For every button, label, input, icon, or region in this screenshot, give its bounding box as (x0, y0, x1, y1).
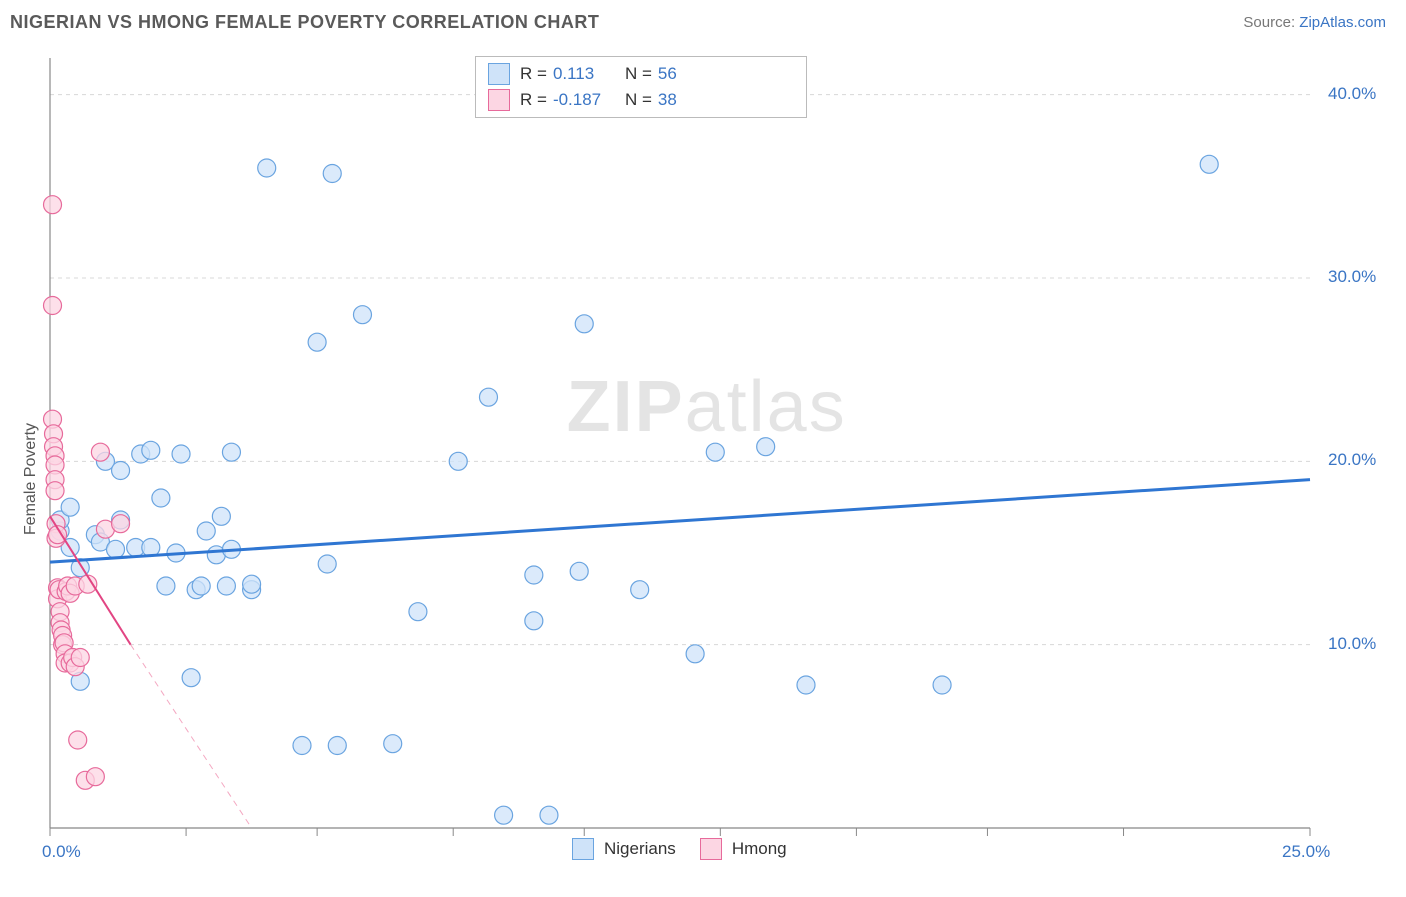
y-tick-label: 30.0% (1328, 267, 1376, 287)
legend-swatch (572, 838, 594, 860)
legend-label: Hmong (732, 839, 787, 859)
y-tick-label: 20.0% (1328, 450, 1376, 470)
legend-item: Nigerians (572, 838, 676, 860)
y-tick-label: 40.0% (1328, 84, 1376, 104)
legend-swatch (488, 63, 510, 85)
source-attribution: Source: ZipAtlas.com (1243, 14, 1386, 31)
stat-n-value: 56 (658, 64, 718, 84)
stat-n-label: N = (625, 64, 652, 84)
chart-container: Female Poverty ZIPatlas R =0.113N =56R =… (0, 48, 1406, 892)
stats-row: R = 0.113N = 56 (476, 61, 806, 87)
y-tick-label: 10.0% (1328, 634, 1376, 654)
legend-swatch (700, 838, 722, 860)
legend-item: Hmong (700, 838, 787, 860)
chart-title: NIGERIAN VS HMONG FEMALE POVERTY CORRELA… (10, 12, 599, 32)
stat-r-value: -0.187 (553, 90, 625, 110)
x-tick-label: 25.0% (1282, 842, 1330, 862)
scatter-chart (0, 48, 1406, 892)
stats-row: R = -0.187N = 38 (476, 87, 806, 113)
x-tick-label: 0.0% (42, 842, 81, 862)
legend-label: Nigerians (604, 839, 676, 859)
legend-swatch (488, 89, 510, 111)
stat-r-label: R = (520, 90, 547, 110)
correlation-stats-box: R = 0.113N = 56 R = -0.187N = 38 (475, 56, 807, 118)
stat-r-value: 0.113 (553, 64, 625, 84)
source-label: Source: (1243, 14, 1295, 31)
stat-r-label: R = (520, 64, 547, 84)
y-axis-label: Female Poverty (22, 423, 40, 535)
stat-n-label: N = (625, 90, 652, 110)
series-legend: Nigerians Hmong (560, 838, 799, 860)
source-link[interactable]: ZipAtlas.com (1299, 14, 1386, 31)
stat-n-value: 38 (658, 90, 718, 110)
